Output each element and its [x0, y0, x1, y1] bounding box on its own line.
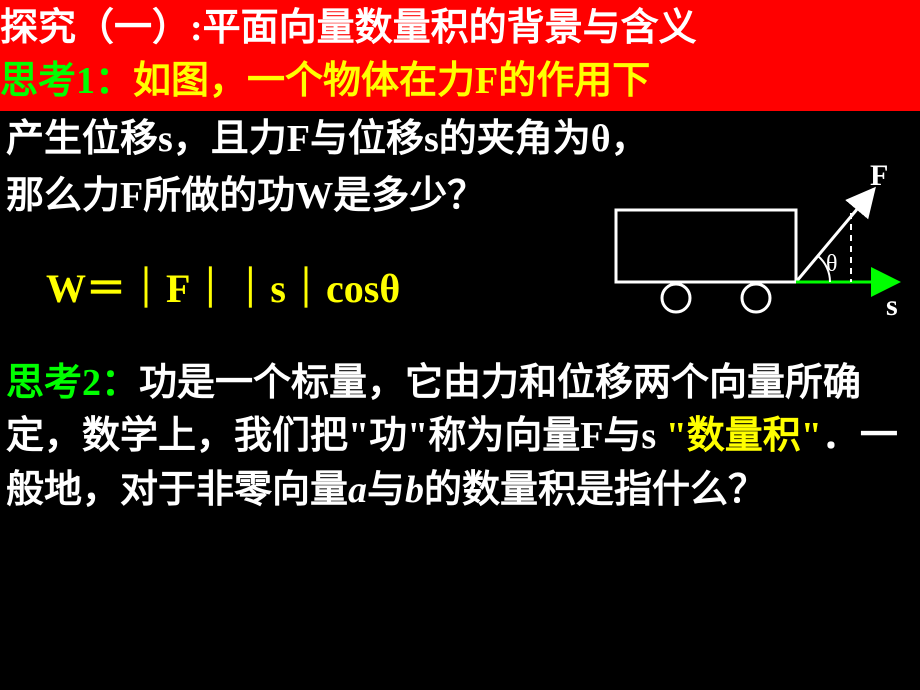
think2-mid: 与 — [367, 469, 405, 511]
work-formula: W＝｜F｜｜s｜cosθ — [6, 256, 606, 314]
wheel-1 — [662, 284, 690, 312]
section-title-text: 探究（一）:平面向量数量积的背景与含义 — [0, 7, 697, 49]
think1-line-b: 产生位移s，且力F与位移s的夹角为θ， — [0, 111, 920, 168]
vector-a: a — [348, 469, 367, 511]
cart-body — [616, 210, 796, 282]
think2-part3: 的数量积是指什么？ — [424, 469, 766, 511]
dot-product-term: "数量积" — [666, 415, 822, 457]
F-label: F — [870, 165, 888, 192]
think1-line-a: 思考1：如图，一个物体在力F的作用下 — [0, 57, 920, 110]
theta-label: θ — [826, 251, 838, 277]
think2-label: 思考2： — [6, 362, 139, 404]
section-title: 探究（一）:平面向量数量积的背景与含义 — [0, 0, 920, 57]
think1-text-b: 产生位移s，且力F与位移s的夹角为θ， — [6, 118, 649, 160]
cart-diagram: F s θ — [606, 165, 906, 335]
formula-text: W＝｜F｜｜s｜cosθ — [46, 266, 400, 311]
formula-diagram-row: W＝｜F｜｜s｜cosθ F s θ — [0, 225, 920, 353]
think1-text-c: 那么力F所做的功W是多少？ — [6, 175, 485, 217]
think1-label: 思考1： — [0, 60, 133, 102]
think2-paragraph: 思考2：功是一个标量，它由力和位移两个向量所确定，数学上，我们把"功"称为向量F… — [0, 353, 920, 521]
wheel-2 — [742, 284, 770, 312]
think1-text-a: 如图，一个物体在力F的作用下 — [133, 60, 650, 102]
vector-b: b — [405, 469, 424, 511]
cart-svg: F s θ — [606, 165, 906, 335]
s-label: s — [886, 289, 898, 322]
